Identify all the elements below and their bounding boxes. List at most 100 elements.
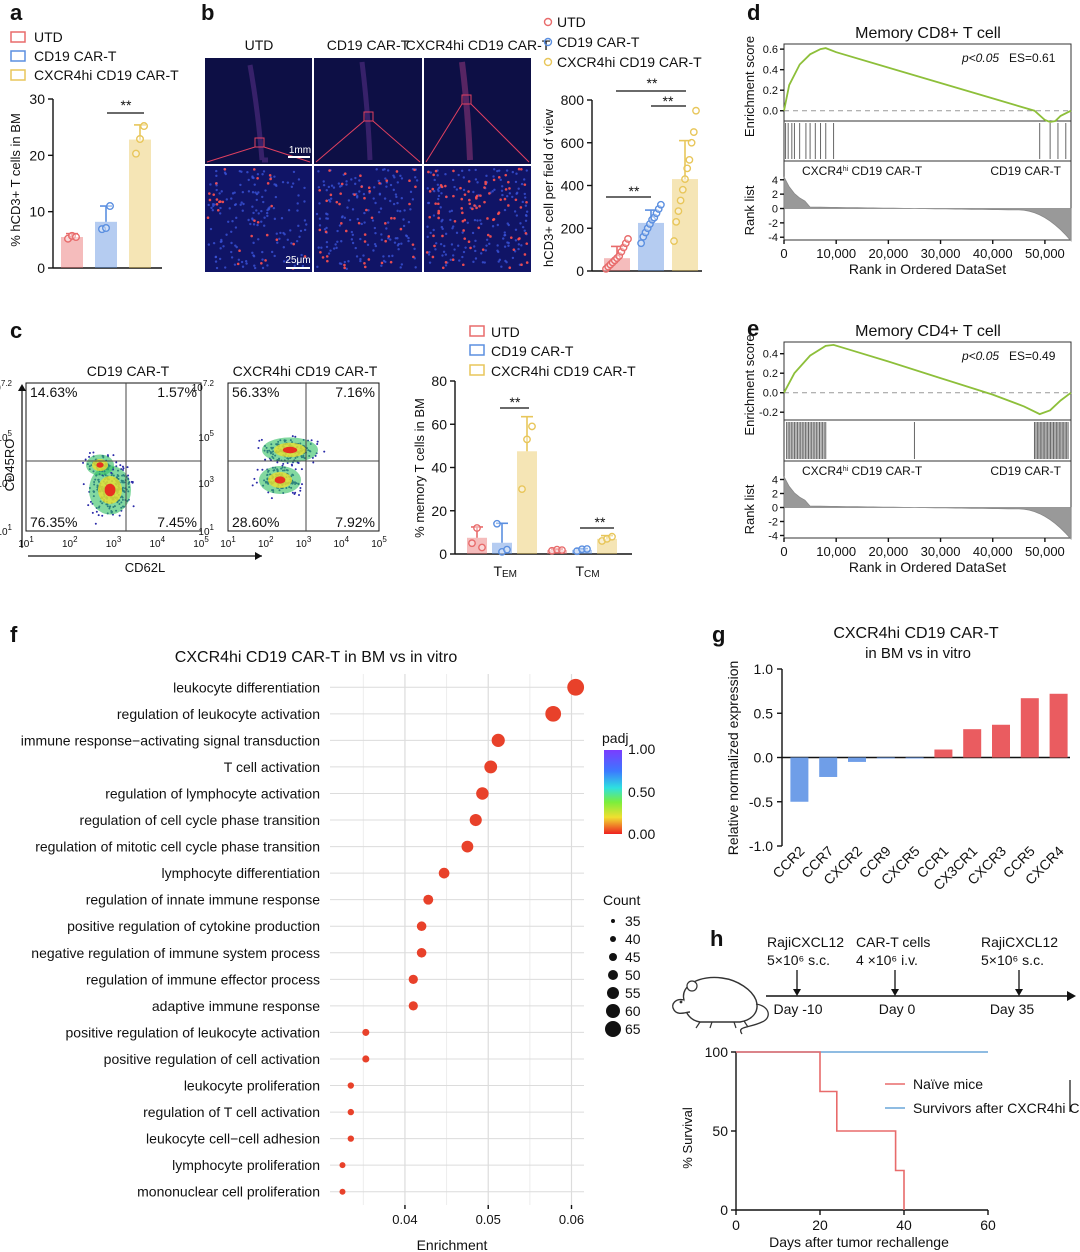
nucleus-dot [348,218,352,222]
cd3-dot [223,167,227,171]
panel-g: g CXCR4hi CD19 CAR-T in BM vs in vitro R… [712,622,1070,893]
cd3-dot [325,199,328,203]
c-flow2-title: CXCR4hi CD19 CAR-T [233,363,378,379]
cd3-dot [425,251,429,254]
event-dot [316,440,319,443]
nucleus-dot [514,228,518,231]
cd3-dot [463,218,467,222]
data-point [523,435,531,444]
event-dot [297,461,300,464]
nucleus-dot [362,254,365,257]
cd3-dot [256,220,260,224]
nucleus-dot [515,214,519,217]
cd3-dot [483,186,486,189]
cd3-dot [343,263,346,267]
nucleus-dot [483,261,486,264]
cd3-dot [434,169,438,173]
cd3-dot [412,255,415,259]
nucleus-dot [293,264,296,268]
nucleus-dot [358,179,361,182]
event-dot [84,458,87,461]
legend-c-utd: UTD [491,324,520,340]
cd3-dot [437,209,441,213]
quadrant-ll: 76.35% [30,514,77,530]
h-tl-3-line2: 5×10⁶ s.c. [981,952,1044,968]
nucleus-dot [375,168,378,171]
cd3-dot [467,190,470,193]
nucleus-dot [329,197,333,200]
x-tick-label: 0.06 [559,1212,584,1227]
nucleus-dot [520,182,524,186]
nucleus-dot [251,217,254,220]
bar [95,221,117,268]
cd3-dot [519,206,523,209]
cd3-dot [389,260,393,264]
bar-cxcr2 [848,757,866,762]
data-point [676,196,685,205]
nucleus-dot [462,176,466,179]
c-flow1-title: CD19 CAR-T [87,363,170,379]
nucleus-dot [451,178,455,182]
x-tick-label: 40,000 [973,246,1013,261]
nucleus-dot [325,245,329,249]
nucleus-dot [230,241,233,245]
cd3-dot [463,237,467,240]
nucleus-dot [400,197,404,200]
nucleus-dot [468,168,471,172]
nucleus-dot [505,169,509,172]
nucleus-dot [214,255,217,259]
panel-h-survival-chart: 0 50 100 0 20 40 60 [705,1044,996,1233]
nucleus-dot [434,248,437,251]
nucleus-dot [323,228,327,231]
nucleus-dot [286,259,289,262]
nucleus-dot [240,170,243,173]
cd3-dot [441,266,445,270]
term-label: leukocyte proliferation [184,1078,320,1094]
nucleus-dot [241,265,245,268]
nucleus-dot [296,202,299,205]
g-title-1: CXCR4hi CD19 CAR-T [833,625,999,642]
nucleus-dot [244,260,248,263]
cd3-dot [326,259,329,263]
cd3-dot [467,180,471,183]
nucleus-dot [215,169,218,173]
flow-x-tick: 102 [258,535,274,550]
cd3-dot [433,244,436,248]
event-dot [291,464,294,467]
nucleus-dot [506,241,509,244]
nucleus-dot [523,229,526,232]
nucleus-dot [296,262,299,265]
nucleus-dot [347,260,350,263]
cd3-dot [431,187,435,191]
legend-a-cd19: CD19 CAR-T [34,48,117,64]
term-label: regulation of leukocyte activation [117,706,320,722]
b-img-label-utd: UTD [245,37,274,53]
cd3-dot [486,233,490,237]
cd3-dot [363,265,367,269]
x-cat-tcm-t: T [575,563,584,579]
nucleus-dot [428,261,432,264]
panel-b-bar-chart: 0 200 400 600 800 [561,90,702,279]
nucleus-dot [281,180,285,184]
nucleus-dot [315,212,319,216]
x-tick-label: 30,000 [921,246,961,261]
nucleus-dot [264,189,267,192]
event-dot [294,435,297,438]
b-scale-top: 1mm [289,145,311,156]
nucleus-dot [400,177,404,180]
p-value: p<0.05 [961,349,999,363]
panel-g-letter: g [712,622,725,647]
nucleus-dot [234,203,238,206]
cd3-dot [461,263,465,267]
nucleus-dot [384,177,387,180]
cd3-dot [445,195,448,199]
nucleus-dot [261,250,264,254]
cd3-dot [473,204,476,207]
b-scale-bottom: 25μm [285,255,310,266]
x-tick-label: 10,000 [816,544,856,559]
term-label: immune response−activating signal transd… [21,732,320,748]
cd3-dot [514,198,518,202]
panel-b-letter: b [201,0,214,25]
nucleus-dot [389,199,392,203]
